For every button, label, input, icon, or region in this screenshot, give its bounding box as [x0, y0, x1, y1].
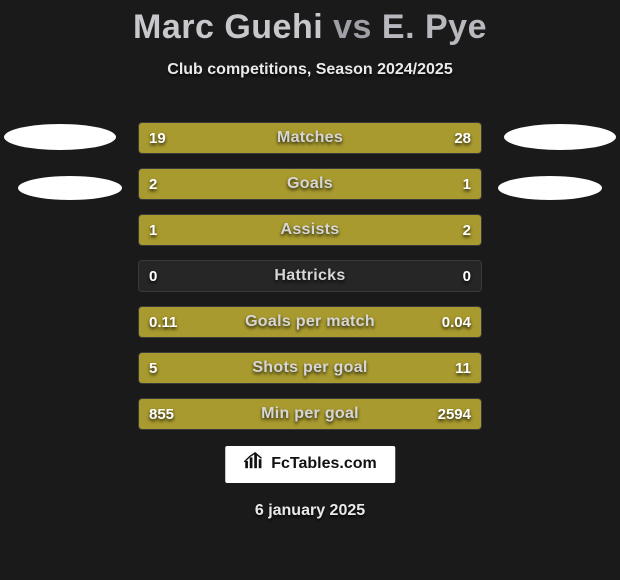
stat-row: Goals per match0.11 0.04 [138, 306, 482, 338]
subtitle: Club competitions, Season 2024/2025 [0, 61, 620, 79]
decor-ellipse-left-1 [4, 124, 116, 150]
stat-label: Goals [139, 169, 481, 199]
stat-value-right: 1 [463, 169, 471, 199]
footer-date: 6 january 2025 [0, 502, 620, 520]
vs-separator: vs [333, 8, 372, 46]
bar-chart-icon [243, 452, 265, 475]
stat-label: Min per goal [139, 399, 481, 429]
stat-value-left: 5 [149, 353, 157, 383]
stat-row: Goals2 1 [138, 168, 482, 200]
decor-ellipse-right-2 [498, 176, 602, 200]
stat-value-left: 855 [149, 399, 174, 429]
stat-value-right: 2 [463, 215, 471, 245]
stat-row: Hattricks0 0 [138, 260, 482, 292]
page-title: Marc Guehi vs E. Pye [0, 8, 620, 51]
stat-row: Matches19 28 [138, 122, 482, 154]
stat-row: Min per goal855 2594 [138, 398, 482, 430]
stat-value-left: 2 [149, 169, 157, 199]
stat-value-right: 0 [463, 261, 471, 291]
stat-value-right: 0.04 [442, 307, 471, 337]
stat-label: Shots per goal [139, 353, 481, 383]
stat-label: Goals per match [139, 307, 481, 337]
stat-value-right: 28 [454, 123, 471, 153]
player1-name: Marc Guehi [133, 8, 323, 46]
stat-value-right: 11 [455, 353, 471, 383]
player2-name: E. Pye [382, 8, 487, 46]
stat-label: Assists [139, 215, 481, 245]
decor-ellipse-right-1 [504, 124, 616, 150]
brand-badge[interactable]: FcTables.com [225, 446, 395, 483]
stat-value-left: 0 [149, 261, 157, 291]
decor-ellipse-left-2 [18, 176, 122, 200]
stat-row: Shots per goal5 11 [138, 352, 482, 384]
stat-label: Hattricks [139, 261, 481, 291]
stat-value-left: 0.11 [149, 307, 177, 337]
comparison-card: Marc Guehi vs E. Pye Club competitions, … [0, 0, 620, 580]
stat-value-left: 1 [149, 215, 157, 245]
brand-text: FcTables.com [271, 455, 377, 473]
stat-row: Assists1 2 [138, 214, 482, 246]
stat-rows: Matches1928Goals21Assists12Hattricks00Go… [138, 122, 482, 444]
stat-value-right: 2594 [438, 399, 471, 429]
stat-label: Matches [139, 123, 481, 153]
stat-value-left: 19 [149, 123, 166, 153]
